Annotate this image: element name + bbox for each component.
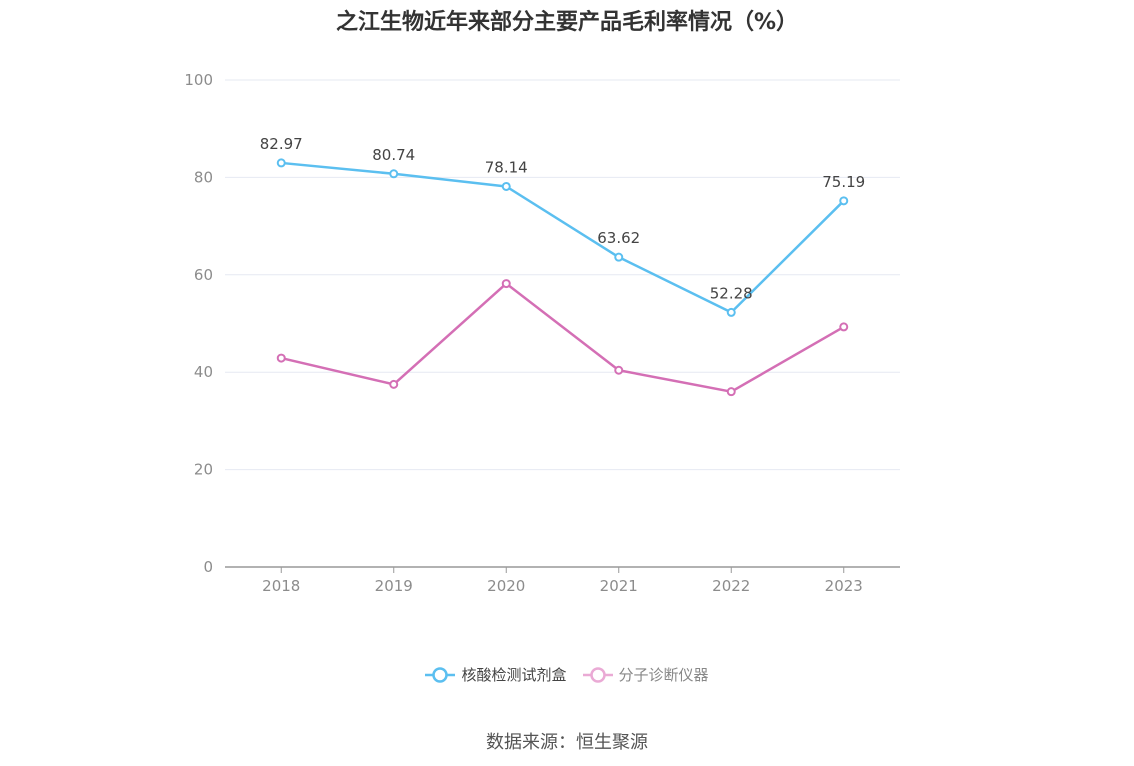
data-point (839, 322, 849, 332)
data-label: 75.19 (822, 173, 865, 191)
data-point (726, 387, 736, 397)
data-label: 78.14 (485, 158, 528, 176)
y-tick-label: 80 (194, 168, 213, 186)
data-point (839, 196, 849, 206)
legend-marker-icon (425, 666, 456, 683)
legend-label: 核酸检测试剂盒 (461, 666, 567, 684)
chart-title: 之江生物近年来部分主要产品毛利率情况（%） (335, 10, 799, 35)
x-tick-label: 2019 (375, 577, 413, 595)
x-tick-label: 2020 (487, 577, 525, 595)
y-tick-label: 20 (194, 461, 213, 479)
legend-marker-icon (582, 666, 613, 683)
series-line-1 (281, 161, 845, 314)
series (276, 158, 849, 397)
x-tick-label: 2018 (262, 577, 300, 595)
data-point (614, 252, 624, 262)
grid-lines (225, 79, 900, 471)
data-label: 80.74 (372, 146, 415, 164)
data-labels: 82.97 80.74 78.14 63.62 52.28 75.19 (260, 135, 865, 302)
series-line-2 (280, 282, 845, 393)
legend-label: 分子诊断仪器 (618, 666, 709, 684)
legend: 核酸检测试剂盒 分子诊断仪器 (0, 664, 1134, 685)
data-label: 52.28 (710, 284, 753, 302)
data-point (276, 353, 286, 363)
x-tick-label: 2022 (712, 577, 750, 595)
data-label: 82.97 (260, 135, 303, 153)
data-point (276, 158, 286, 168)
data-point (501, 279, 511, 289)
data-point (389, 379, 399, 389)
axes: 0 20 40 60 80 100 2018 2019 2020 2021 2022 2023 (184, 71, 900, 595)
legend-item-1[interactable]: 核酸检测试剂盒 (425, 664, 567, 685)
data-point (614, 365, 624, 375)
data-point (726, 307, 736, 317)
y-tick-label: 100 (184, 71, 213, 89)
x-tick-label: 2023 (825, 577, 863, 595)
x-tick-label: 2021 (600, 577, 638, 595)
y-tick-label: 0 (203, 558, 213, 576)
data-point (389, 169, 399, 179)
y-tick-label: 40 (194, 363, 213, 381)
y-tick-label: 60 (194, 266, 213, 284)
source-note: 数据来源：恒生聚源 (486, 732, 648, 753)
legend-item-2[interactable]: 分子诊断仪器 (582, 664, 709, 685)
data-label: 63.62 (597, 229, 640, 247)
data-point (501, 181, 511, 191)
